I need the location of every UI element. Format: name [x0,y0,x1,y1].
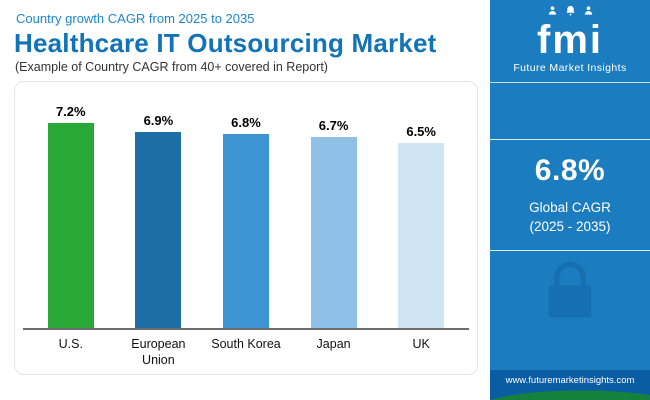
brand-panel: fmi Future Market Insights 6.8% Global C… [490,0,650,400]
bar-uk [398,142,445,328]
brand-name: Future Market Insights [513,62,627,74]
lock-watermark-icon [538,259,602,328]
bar-chart: 7.2% 6.9% 6.8% 6.7% 6.5% [14,81,478,375]
stat-value: 6.8% [534,154,606,187]
stat-label: Global CAGR [529,200,611,215]
bar-value-label: 6.7% [318,118,349,134]
bar-european-union [135,131,182,328]
bar-us [47,123,94,328]
eyebrow-text: Country growth CAGR from 2025 to 2035 [16,11,255,26]
x-axis-label-us: U.S. [58,337,83,351]
bar-column-uk: 6.5% [382,124,460,328]
x-axis-label-south-korea: South Korea [211,337,281,351]
bar-south-korea [222,134,269,328]
bar-value-label: 6.8% [231,115,261,131]
bar-column-eu: 6.9% [119,112,197,328]
bar-value-label: 6.9% [143,112,174,128]
person-icon [583,3,594,21]
subtitle-text: (Example of Country CAGR from 40+ covere… [15,60,328,74]
website-link[interactable]: www.futuremarketinsights.com [505,375,635,386]
bar-column-south-korea: 6.8% [207,115,285,328]
fmi-logo: fmi [537,5,603,62]
bars-plot-area: 7.2% 6.9% 6.8% 6.7% 6.5% [23,96,469,330]
divider [490,82,650,83]
x-axis-labels: U.S. European Union South Korea Japan UK [23,330,469,368]
bar-column-us: 7.2% [32,104,110,328]
bar-column-japan: 6.7% [295,118,373,328]
panel-footer: www.futuremarketinsights.com [490,370,650,400]
logo-wordmark: fmi [537,18,603,62]
page-title: Healthcare IT Outsourcing Market [14,28,437,58]
global-cagr-stat: 6.8% Global CAGR (2025 - 2035) [490,139,650,251]
bar-value-label: 6.5% [406,123,436,139]
x-axis-label-eu: European Union [131,337,186,367]
bar-value-label: 7.2% [55,104,86,119]
chart-section: Country growth CAGR from 2025 to 2035 He… [14,11,478,375]
x-axis-label-uk: UK [412,337,430,351]
bell-icon [565,3,576,21]
person-icon [547,3,558,21]
logo-icons [537,5,603,21]
x-axis-label-japan: Japan [316,337,351,351]
bar-japan [310,137,357,328]
stat-period: (2025 - 2035) [529,219,611,234]
green-wave-decoration [490,390,650,400]
